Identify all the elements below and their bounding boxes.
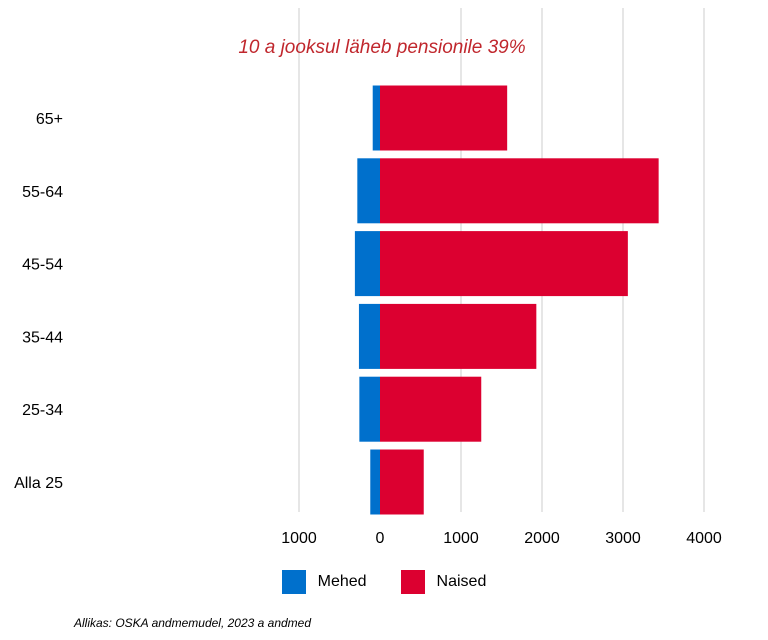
legend-label-naised: Naised (436, 573, 487, 590)
source-note: Allikas: OSKA andmemudel, 2023 a andmed (74, 616, 312, 630)
legend-swatch-naised (400, 570, 425, 594)
x-tick-label: 0 (376, 530, 385, 547)
bar-naised (380, 231, 628, 297)
chart-title: 10 a jooksul läheb pensionile 39% (238, 37, 525, 58)
bar-mehed (370, 449, 380, 515)
category-label: 35-44 (22, 329, 63, 346)
category-labels: 65+ 55-64 45-54 35-44 25-34 Alla 25 (14, 111, 63, 492)
x-tick-label: 2000 (524, 530, 560, 547)
category-label: 25-34 (22, 402, 63, 419)
bar-mehed (372, 85, 380, 151)
category-label: 55-64 (22, 184, 63, 201)
bar-mehed (358, 303, 380, 369)
bar-mehed (357, 158, 380, 224)
legend-item-naised: Naised (400, 570, 487, 594)
bar-naised (380, 158, 659, 224)
bar-mehed (359, 376, 380, 442)
legend-label-mehed: Mehed (317, 573, 367, 590)
category-label: 65+ (36, 111, 63, 128)
category-label: Alla 25 (14, 475, 63, 492)
bar-mehed (354, 231, 380, 297)
bar-naised (380, 303, 537, 369)
x-tick-label: 4000 (686, 530, 722, 547)
bar-naised (380, 376, 482, 442)
bars (354, 85, 659, 515)
x-tick-label: 3000 (605, 530, 641, 547)
bar-naised (380, 85, 508, 151)
legend-item-mehed: Mehed (281, 570, 367, 594)
legend-swatch-mehed (281, 570, 306, 594)
x-tick-label: 1000 (443, 530, 479, 547)
x-tick-labels: 1000 0 1000 2000 3000 4000 (281, 530, 722, 547)
legend: Mehed Naised (0, 570, 768, 594)
x-tick-label: 1000 (281, 530, 317, 547)
category-label: 45-54 (22, 257, 63, 274)
bar-naised (380, 449, 424, 515)
